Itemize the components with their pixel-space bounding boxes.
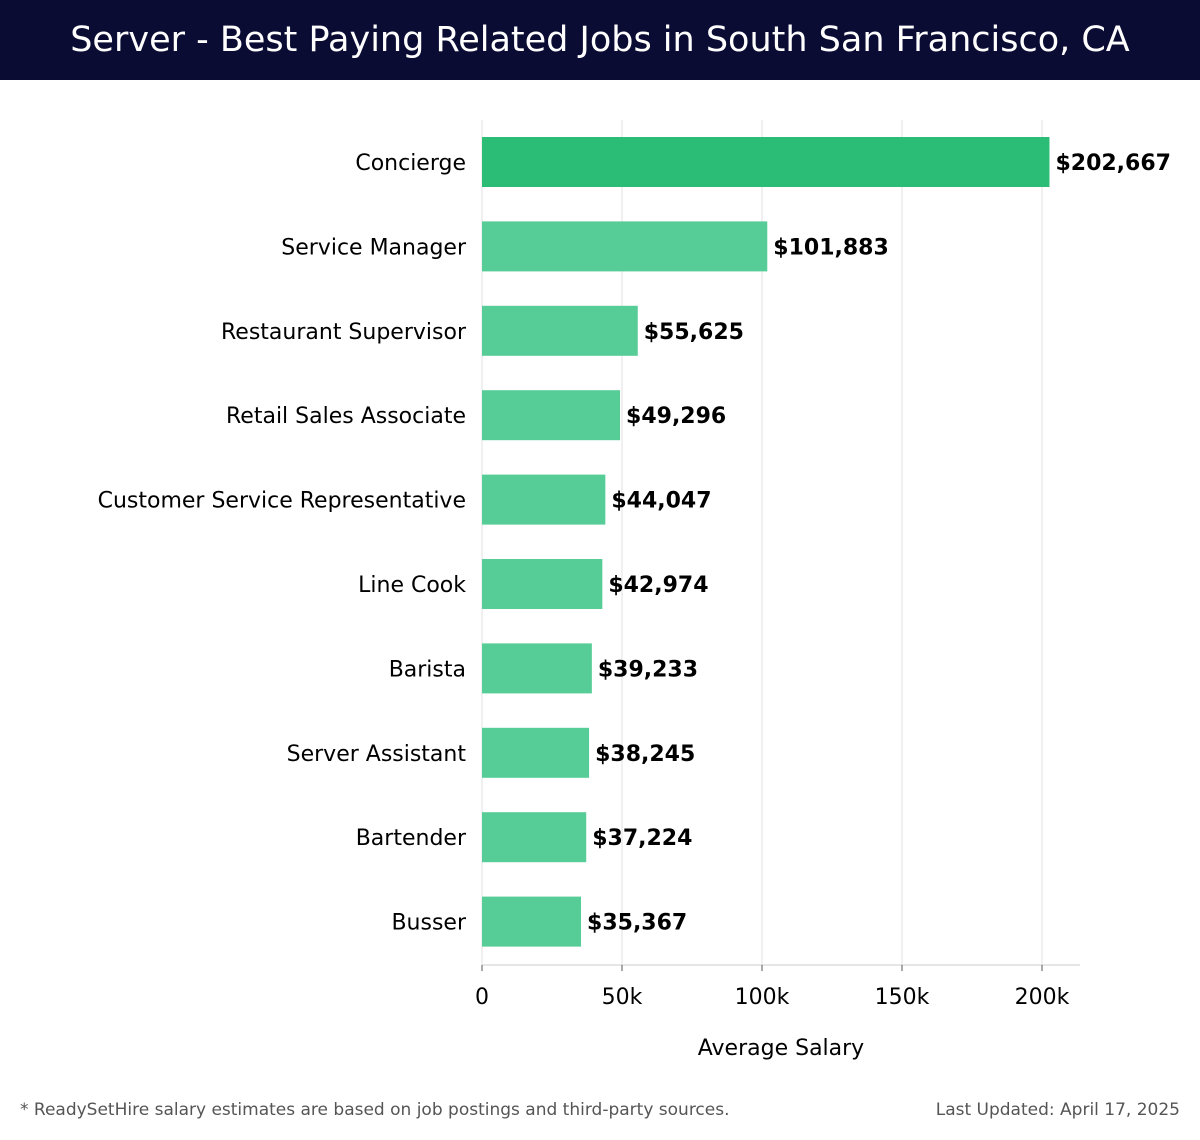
category-label: Retail Sales Associate [226, 404, 466, 429]
bar [482, 559, 603, 609]
bar [482, 727, 590, 778]
bar [482, 474, 606, 525]
value-label: $44,047 [611, 489, 711, 514]
category-label: Restaurant Supervisor [221, 320, 467, 345]
category-label: Concierge [355, 151, 466, 176]
bar [482, 137, 1050, 187]
category-label: Customer Service Representative [98, 489, 466, 514]
category-label: Server Assistant [287, 742, 467, 767]
page-title: Server - Best Paying Related Jobs in Sou… [70, 20, 1130, 60]
value-label: $101,883 [773, 235, 889, 260]
category-label: Busser [391, 911, 466, 936]
category-label: Bartender [356, 826, 467, 851]
header-banner: Server - Best Paying Related Jobs in Sou… [0, 0, 1200, 80]
category-label: Line Cook [358, 573, 466, 598]
last-updated-label: Last Updated: [935, 1100, 1055, 1120]
last-updated-date: April 17, 2025 [1060, 1100, 1180, 1120]
last-updated: Last Updated: April 17, 2025 [936, 1100, 1180, 1120]
category-label: Barista [389, 657, 466, 682]
value-label: $38,245 [595, 742, 695, 767]
value-label: $39,233 [598, 657, 698, 682]
value-label: $55,625 [644, 320, 744, 345]
salary-bar-chart: 0 50k 100k 150k 200k Average Salary Concierge $… [98, 120, 1171, 1061]
x-tick-label: 100k [735, 985, 790, 1010]
value-label: $202,667 [1055, 151, 1171, 176]
value-label: $35,367 [587, 911, 687, 936]
footnote: * ReadySetHire salary estimates are base… [20, 1100, 730, 1120]
x-tick-label: 50k [602, 985, 643, 1010]
bar [482, 896, 582, 947]
x-tick-label: 0 [475, 985, 489, 1010]
bar [482, 305, 638, 356]
bar [482, 812, 587, 863]
category-label: Service Manager [281, 235, 467, 260]
bar [482, 643, 592, 694]
value-label: $42,974 [608, 573, 708, 598]
x-tick-label: 150k [875, 985, 930, 1010]
bar [482, 221, 768, 272]
value-label: $49,296 [626, 404, 726, 429]
x-tick-label: 200k [1015, 985, 1070, 1010]
bar [482, 390, 621, 441]
x-axis-title: Average Salary [698, 1036, 864, 1061]
value-label: $37,224 [592, 826, 692, 851]
